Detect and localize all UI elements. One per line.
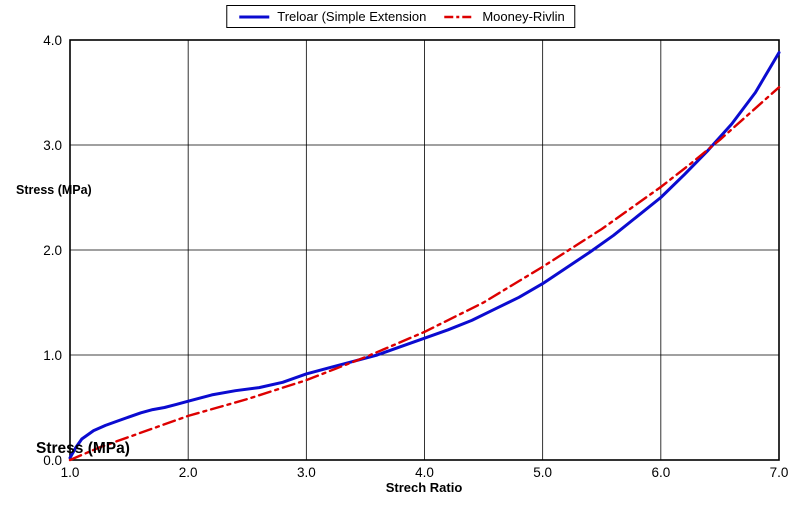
plot-border — [69, 39, 780, 461]
legend-label-treloar: Treloar (Simple Extension — [277, 9, 427, 24]
legend-label-mooney: Mooney-Rivlin — [482, 9, 565, 24]
y-axis-corner-label: Stress (MPa) — [36, 440, 130, 457]
legend-item-mooney: Mooney-Rivlin — [442, 9, 565, 24]
x-tick-label: 2.0 — [179, 465, 198, 480]
y-tick-label: 4.0 — [43, 33, 62, 48]
tick-labels: 1.0 2.0 3.0 4.0 5.0 6.0 7.00.01.02.03.04.0 — [43, 33, 788, 480]
chart-legend: Treloar (Simple Extension Mooney-Rivlin — [226, 5, 576, 28]
series-line-1 — [68, 86, 781, 462]
x-tick-label: 6.0 — [651, 465, 670, 480]
x-tick-label: 3.0 — [297, 465, 316, 480]
y-axis-label: Stress (MPa) — [16, 183, 92, 197]
x-tick-label: 7.0 — [770, 465, 789, 480]
x-tick-label: 1.0 — [61, 465, 80, 480]
y-tick-label: 3.0 — [43, 138, 62, 153]
x-tick-label: 4.0 — [415, 465, 434, 480]
y-tick-label: 0.0 — [43, 453, 62, 468]
x-axis-label: Strech Ratio — [385, 480, 463, 495]
y-tick-label: 2.0 — [43, 243, 62, 258]
gridlines — [69, 39, 780, 461]
x-tick-label: 5.0 — [533, 465, 552, 480]
y-tick-label: 1.0 — [43, 348, 62, 363]
mooney-line-swatch — [444, 15, 475, 18]
legend-item-treloar: Treloar (Simple Extension — [237, 9, 426, 24]
treloar-line-swatch — [239, 15, 270, 18]
